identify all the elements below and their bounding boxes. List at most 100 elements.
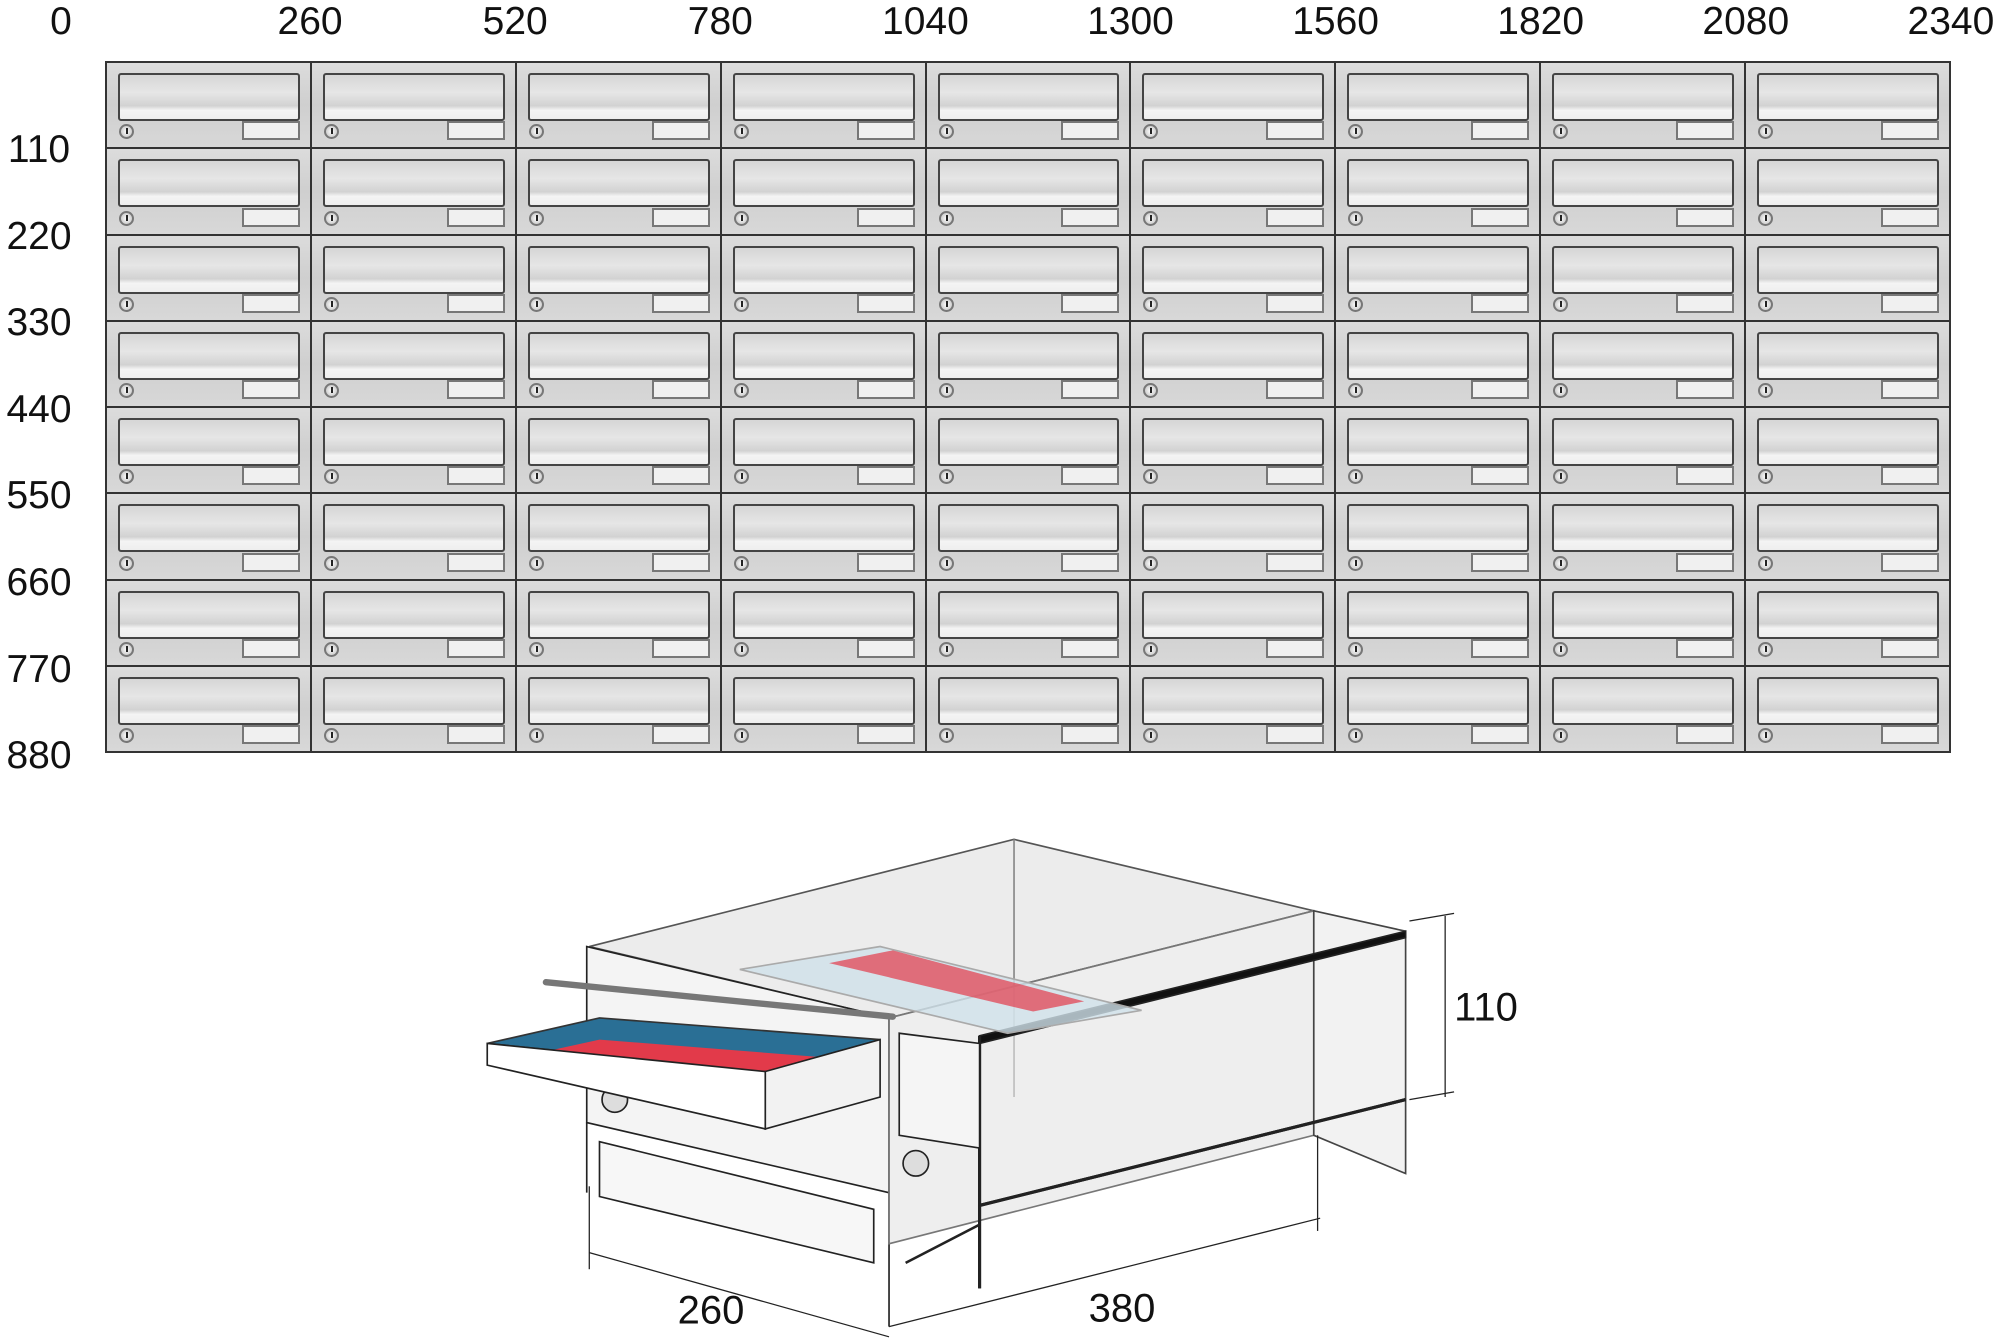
mailbox bbox=[721, 580, 925, 665]
mailbox bbox=[721, 666, 925, 751]
mailbox bbox=[926, 580, 1130, 665]
mailbox bbox=[311, 494, 515, 579]
mailbox bbox=[1131, 63, 1335, 148]
nameplate bbox=[651, 293, 710, 313]
mail-slot-flap bbox=[527, 590, 710, 639]
left-axis-label: 770 bbox=[6, 647, 72, 691]
lock-icon bbox=[1758, 555, 1774, 571]
mail-slot-flap bbox=[1757, 676, 1939, 725]
lock-icon bbox=[528, 383, 544, 398]
nameplate bbox=[1676, 725, 1735, 744]
magazine-inside bbox=[739, 945, 1142, 1035]
left-axis-label: 550 bbox=[6, 474, 72, 518]
lock-icon bbox=[1553, 124, 1569, 140]
mailbox bbox=[1541, 408, 1745, 493]
dim-line-width bbox=[589, 1252, 890, 1338]
mail-slot-flap bbox=[118, 418, 300, 466]
mailbox bbox=[516, 235, 720, 320]
lock-icon bbox=[119, 383, 134, 398]
top-axis-label: 0 bbox=[50, 0, 72, 43]
mail-slot-flap bbox=[732, 331, 915, 380]
lock-icon bbox=[323, 555, 339, 571]
lock-icon bbox=[938, 641, 954, 657]
lock-icon bbox=[1143, 210, 1159, 226]
mailbox bbox=[107, 63, 310, 148]
nameplate bbox=[1880, 638, 1939, 658]
left-axis-label: 660 bbox=[6, 561, 72, 604]
flap-right bbox=[898, 1032, 981, 1150]
nameplate bbox=[1676, 121, 1735, 141]
nameplate bbox=[1266, 207, 1325, 227]
mail-slot-flap bbox=[322, 245, 505, 294]
mailbox bbox=[1131, 666, 1335, 751]
mail-slot-flap bbox=[118, 331, 300, 380]
lock-icon bbox=[528, 210, 544, 226]
mail-slot-flap bbox=[118, 676, 300, 725]
left-axis-label: 330 bbox=[6, 301, 72, 345]
nameplate bbox=[446, 121, 505, 141]
mail-slot-flap bbox=[1757, 245, 1939, 294]
lock-icon bbox=[1143, 124, 1159, 140]
mail-slot-flap bbox=[527, 418, 710, 466]
mailbox bbox=[1131, 235, 1335, 320]
mailbox bbox=[311, 408, 515, 493]
lock-icon bbox=[1143, 383, 1159, 398]
lock-icon bbox=[1348, 124, 1364, 140]
nameplate bbox=[1880, 466, 1939, 486]
mailbox bbox=[721, 63, 925, 148]
mailbox bbox=[1541, 63, 1745, 148]
nameplate bbox=[1471, 638, 1530, 658]
mail-slot-flap bbox=[732, 159, 915, 208]
lock-icon bbox=[323, 383, 339, 398]
mailbox bbox=[1336, 235, 1540, 320]
mail-slot-flap bbox=[1757, 418, 1939, 466]
mail-slot-flap bbox=[527, 73, 710, 121]
lock-icon bbox=[119, 641, 134, 657]
lock-icon bbox=[528, 728, 544, 743]
mailbox bbox=[516, 408, 720, 493]
mailbox bbox=[1541, 580, 1745, 665]
mail-slot-flap bbox=[118, 590, 300, 639]
mailbox bbox=[721, 149, 925, 234]
mail-slot-flap bbox=[1142, 331, 1325, 380]
top-axis-label: 520 bbox=[482, 0, 548, 43]
mailbox bbox=[1541, 321, 1745, 406]
mailbox bbox=[721, 494, 925, 579]
lock-icon bbox=[323, 210, 339, 226]
left-axis-label: 110 bbox=[7, 128, 71, 171]
left-axis-label: 880 bbox=[6, 734, 72, 778]
lower-front-panel bbox=[598, 1140, 875, 1264]
nameplate bbox=[1061, 552, 1120, 572]
nameplate bbox=[1266, 293, 1325, 313]
nameplate bbox=[1880, 725, 1939, 744]
nameplate bbox=[241, 121, 300, 141]
mail-slot-flap bbox=[732, 676, 915, 725]
mailbox bbox=[1131, 580, 1335, 665]
mail-slot-flap bbox=[1347, 676, 1530, 725]
mail-slot-flap bbox=[1142, 245, 1325, 294]
mailbox bbox=[926, 321, 1130, 406]
nameplate bbox=[1061, 466, 1120, 486]
mailbox bbox=[516, 666, 720, 751]
mailbox bbox=[1746, 666, 1949, 751]
mail-slot-flap bbox=[732, 504, 915, 553]
lock-icon bbox=[938, 210, 954, 226]
nameplate bbox=[651, 466, 710, 486]
lock-icon bbox=[528, 555, 544, 571]
mail-slot-flap bbox=[1347, 331, 1530, 380]
mail-slot-flap bbox=[1552, 159, 1735, 208]
mail-slot-flap bbox=[732, 245, 915, 294]
lock-icon bbox=[323, 124, 339, 140]
flap-handle bbox=[542, 979, 897, 1020]
top-axis-label: 1820 bbox=[1497, 0, 1585, 43]
mail-slot-flap bbox=[937, 245, 1120, 294]
mail-slot-flap bbox=[1347, 73, 1530, 121]
lock-icon bbox=[119, 728, 134, 743]
lock-icon bbox=[733, 296, 749, 312]
nameplate bbox=[446, 552, 505, 572]
mail-slot-flap bbox=[1757, 159, 1939, 208]
mailbox bbox=[107, 321, 310, 406]
mail-slot-flap bbox=[937, 676, 1120, 725]
mailbox bbox=[1336, 149, 1540, 234]
mailbox bbox=[1131, 408, 1335, 493]
